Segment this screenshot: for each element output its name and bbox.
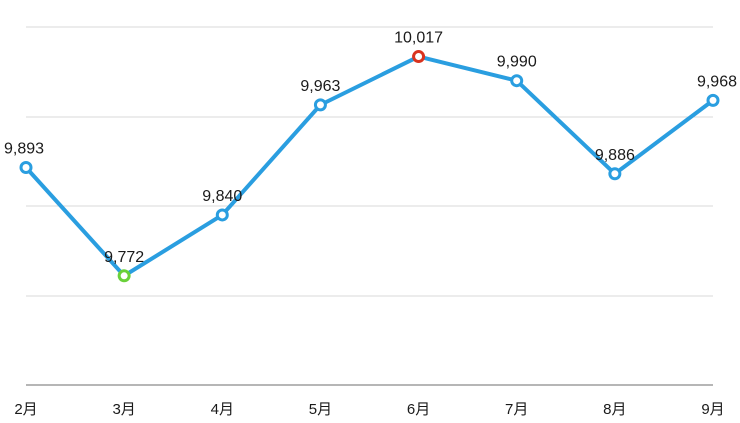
data-label: 10,017 [394,30,443,47]
data-point-min [117,269,131,283]
x-tick-label: 9月 [701,401,724,418]
series-line-layer [24,54,715,278]
data-label: 9,886 [595,147,635,164]
data-point [215,208,229,222]
data-label: 9,840 [202,188,242,205]
x-tick-label: 2月 [14,401,37,418]
x-tick-label: 5月 [309,401,332,418]
data-label: 9,772 [104,249,144,266]
x-tick-label: 8月 [603,401,626,418]
data-labels: 9,893 9,772 9,840 9,963 10,017 9,990 9,886 9,96… [4,30,737,266]
x-tick-label: 3月 [112,401,135,418]
x-tick-labels: 2月 3月 4月 5月 6月 7月 8月 9月 [14,401,724,418]
data-label: 9,990 [497,54,537,71]
data-point [510,74,524,88]
data-point-max [412,50,426,64]
data-label: 9,968 [697,73,737,90]
data-point [19,161,33,175]
gridlines [26,26,713,297]
data-label: 9,963 [300,78,340,95]
data-point [706,93,720,107]
data-points [19,50,720,283]
x-tick-label: 6月 [407,401,430,418]
x-tick-label: 7月 [505,401,528,418]
x-tick-label: 4月 [211,401,234,418]
data-point [608,167,622,181]
data-label: 9,893 [4,141,44,158]
series-line [24,54,715,278]
data-point [313,98,327,112]
